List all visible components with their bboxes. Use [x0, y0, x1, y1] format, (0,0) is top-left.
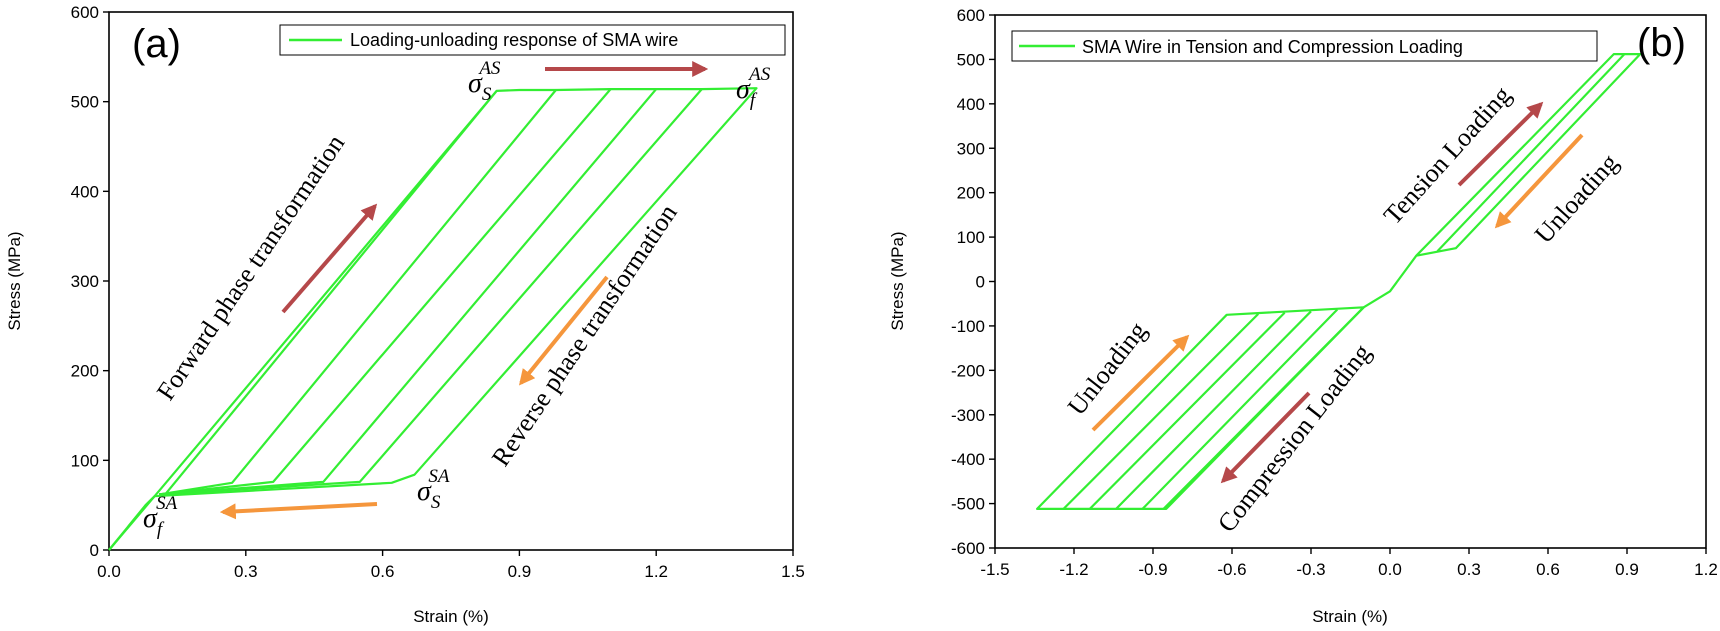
- annotation-unloading-tension: Unloading: [1529, 148, 1624, 249]
- series-line: [1062, 313, 1260, 510]
- arrow-tension-loading-b: [1457, 101, 1544, 187]
- y-tick-label: -500: [951, 495, 985, 514]
- x-axis-label-b: Strain (%): [1312, 607, 1388, 626]
- series-line: [1036, 306, 1365, 510]
- x-tick-label: 0.0: [97, 562, 121, 581]
- plot-frame-b: [994, 14, 1707, 549]
- series-lines-b: [1036, 53, 1642, 510]
- legend-a: Loading-unloading response of SMA wire: [279, 24, 786, 56]
- legend-label-a: Loading-unloading response of SMA wire: [350, 30, 678, 50]
- x-tick-label: 1.5: [781, 562, 805, 581]
- y-axis-label-a: Stress (MPa): [5, 231, 24, 330]
- y-tick-label: 400: [71, 182, 99, 201]
- y-tick-label: -600: [951, 539, 985, 558]
- legend-b: SMA Wire in Tension and Compression Load…: [1011, 30, 1598, 62]
- chart-panel-b: -1.5 -1.2 -0.9 -0.6 -0.3 0.0 0.3 0.6 0.9 1.2 -600…: [888, 6, 1718, 626]
- annotation-reverse: Reverse phase transformation: [486, 199, 683, 471]
- arrow-forward-a: [281, 203, 378, 314]
- series-line: [162, 90, 498, 497]
- y-tick-label: 100: [957, 228, 985, 247]
- sigma-s-sa: σS SA: [417, 466, 450, 513]
- series-line: [159, 88, 703, 496]
- sigma-f-sa: σf SA: [143, 493, 178, 540]
- sigma-s-as-sub: S: [482, 84, 492, 105]
- panel-label-a: (a): [132, 22, 181, 66]
- sigma-s-as-base: σ: [468, 68, 483, 99]
- x-tick-label: -0.6: [1217, 560, 1246, 579]
- sigma-s-sa-sub: S: [431, 492, 441, 513]
- sigma-s-as: σS AS: [468, 58, 501, 105]
- y-tick-label: 600: [71, 3, 99, 22]
- y-axis-label-b: Stress (MPa): [888, 231, 907, 330]
- sigma-f-as-base: σ: [736, 74, 751, 105]
- chart-panel-a: 0.0 0.3 0.6 0.9 1.2 1.5 0 100 200 300 400 500 600 S…: [5, 3, 805, 626]
- x-tick-label: 0.6: [371, 562, 395, 581]
- x-tick-label: -0.3: [1296, 560, 1325, 579]
- arrow-compression-loading-b: [1220, 391, 1311, 484]
- sigma-f-sa-base: σ: [143, 503, 158, 534]
- y-tick-label: 0: [976, 273, 985, 292]
- sigma-f-as-sup: AS: [747, 64, 771, 85]
- y-axis-a: 0 100 200 300 400 500 600: [71, 3, 109, 560]
- sigma-f-as: σf AS: [736, 64, 771, 111]
- series-line: [159, 88, 658, 496]
- legend-box-a: [279, 24, 786, 56]
- arrow-reverse-a: [518, 275, 609, 386]
- y-tick-label: 200: [957, 184, 985, 203]
- x-tick-label: 1.2: [644, 562, 668, 581]
- x-axis-b: -1.5 -1.2 -0.9 -0.6 -0.3 0.0 0.3 0.6 0.9 1.2: [980, 548, 1718, 579]
- sigma-f-sa-sub: f: [157, 519, 165, 540]
- x-tick-label: -1.2: [1059, 560, 1088, 579]
- sigma-f-sa-sup: SA: [156, 493, 178, 514]
- x-tick-label: 1.2: [1694, 560, 1718, 579]
- x-tick-label: 0.9: [508, 562, 532, 581]
- y-tick-label: -300: [951, 406, 985, 425]
- legend-label-b: SMA Wire in Tension and Compression Load…: [1082, 37, 1463, 57]
- y-tick-label: 500: [957, 50, 985, 69]
- y-tick-label: 0: [90, 541, 99, 560]
- y-axis-b: -600 -500 -400 -300 -200 -100 0 100 200 300 400 500…: [951, 6, 995, 558]
- plot-frame-a: [108, 11, 794, 551]
- legend-box-b: [1011, 30, 1598, 62]
- x-axis-a: 0.0 0.3 0.6 0.9 1.2 1.5: [97, 550, 805, 581]
- x-tick-label: -1.5: [980, 560, 1009, 579]
- y-tick-label: 300: [957, 139, 985, 158]
- sigma-s-as-sup: AS: [477, 58, 501, 79]
- series-line: [1089, 311, 1286, 510]
- panel-label-b: (b): [1637, 21, 1686, 65]
- y-tick-label: 200: [71, 362, 99, 381]
- arrow-unloading-tension-b: [1494, 133, 1584, 229]
- sigma-f-as-sub: f: [750, 90, 758, 111]
- y-tick-label: 500: [71, 93, 99, 112]
- series-line: [1436, 53, 1626, 253]
- y-tick-label: -100: [951, 317, 985, 336]
- x-axis-label-a: Strain (%): [413, 607, 489, 626]
- y-tick-label: -400: [951, 450, 985, 469]
- x-tick-label: 0.0: [1378, 560, 1402, 579]
- x-tick-label: 0.9: [1615, 560, 1639, 579]
- series-line: [1115, 310, 1312, 510]
- series-line: [108, 87, 758, 551]
- x-tick-label: 0.3: [1457, 560, 1481, 579]
- arrow-unloading-bottom-a: [219, 502, 378, 520]
- series-line: [1141, 308, 1339, 510]
- y-tick-label: 400: [957, 95, 985, 114]
- y-tick-label: 100: [71, 451, 99, 470]
- sigma-s-sa-sup: SA: [428, 466, 450, 487]
- arrow-unloading-compression-b: [1091, 334, 1190, 432]
- y-tick-label: 600: [957, 6, 985, 25]
- x-tick-label: 0.3: [234, 562, 258, 581]
- series-line: [1162, 53, 1642, 510]
- y-tick-label: 300: [71, 272, 99, 291]
- series-lines-a: [108, 87, 758, 551]
- x-tick-label: -0.9: [1138, 560, 1167, 579]
- series-line: [159, 88, 612, 496]
- x-tick-label: 0.6: [1536, 560, 1560, 579]
- sigma-s-sa-base: σ: [417, 476, 432, 507]
- y-tick-label: -200: [951, 361, 985, 380]
